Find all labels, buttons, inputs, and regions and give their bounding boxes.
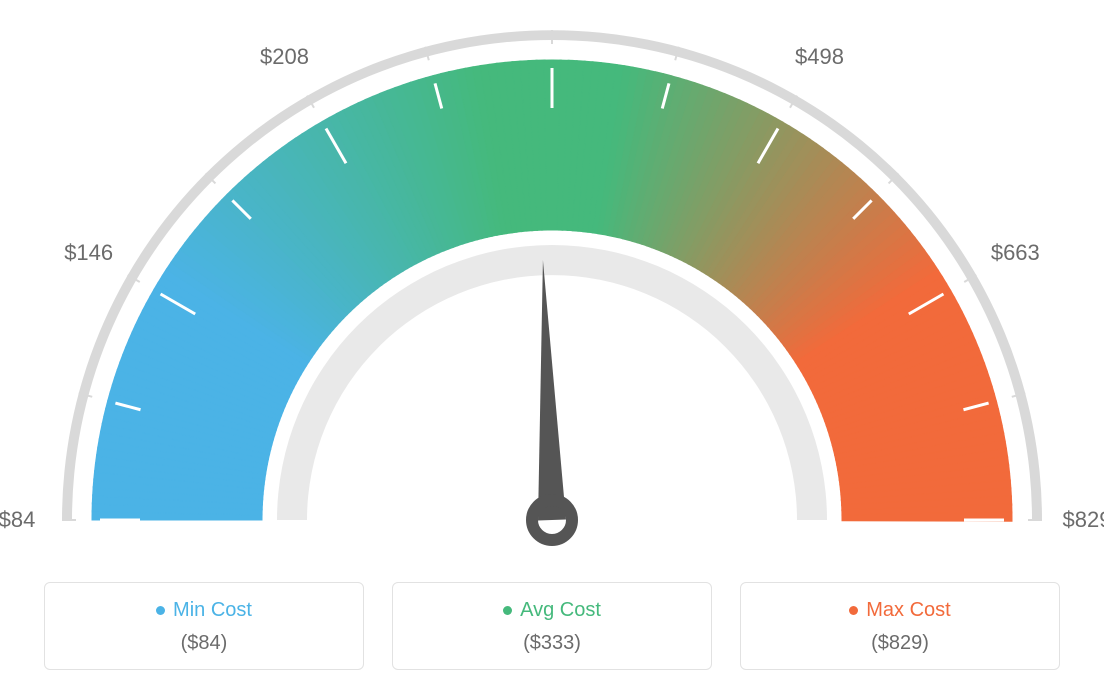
gauge-tick-label: $829: [1063, 507, 1104, 533]
legend-title-max: Max Cost: [849, 599, 950, 622]
legend-row: Min Cost ($84) Avg Cost ($333) Max Cost …: [0, 582, 1104, 670]
legend-label-max: Max Cost: [866, 599, 950, 622]
legend-dot-max: [849, 606, 858, 615]
chart-container: $84$146$208$333$498$663$829 Min Cost ($8…: [0, 0, 1104, 690]
gauge-area: $84$146$208$333$498$663$829: [0, 0, 1104, 560]
legend-dot-avg: [503, 606, 512, 615]
legend-card-min: Min Cost ($84): [44, 582, 364, 670]
legend-title-avg: Avg Cost: [503, 599, 601, 622]
legend-label-avg: Avg Cost: [520, 599, 601, 622]
gauge-svg: [0, 0, 1104, 560]
legend-card-max: Max Cost ($829): [740, 582, 1060, 670]
legend-dot-min: [156, 606, 165, 615]
legend-value-avg: ($333): [403, 632, 701, 655]
gauge-tick-label: $146: [64, 240, 113, 266]
gauge-tick-label: $208: [260, 44, 309, 70]
legend-title-min: Min Cost: [156, 599, 252, 622]
legend-card-avg: Avg Cost ($333): [392, 582, 712, 670]
gauge-tick-label: $84: [0, 507, 35, 533]
legend-value-min: ($84): [55, 632, 353, 655]
gauge-tick-label: $663: [991, 240, 1040, 266]
legend-value-max: ($829): [751, 632, 1049, 655]
legend-label-min: Min Cost: [173, 599, 252, 622]
gauge-tick-label: $498: [795, 44, 844, 70]
